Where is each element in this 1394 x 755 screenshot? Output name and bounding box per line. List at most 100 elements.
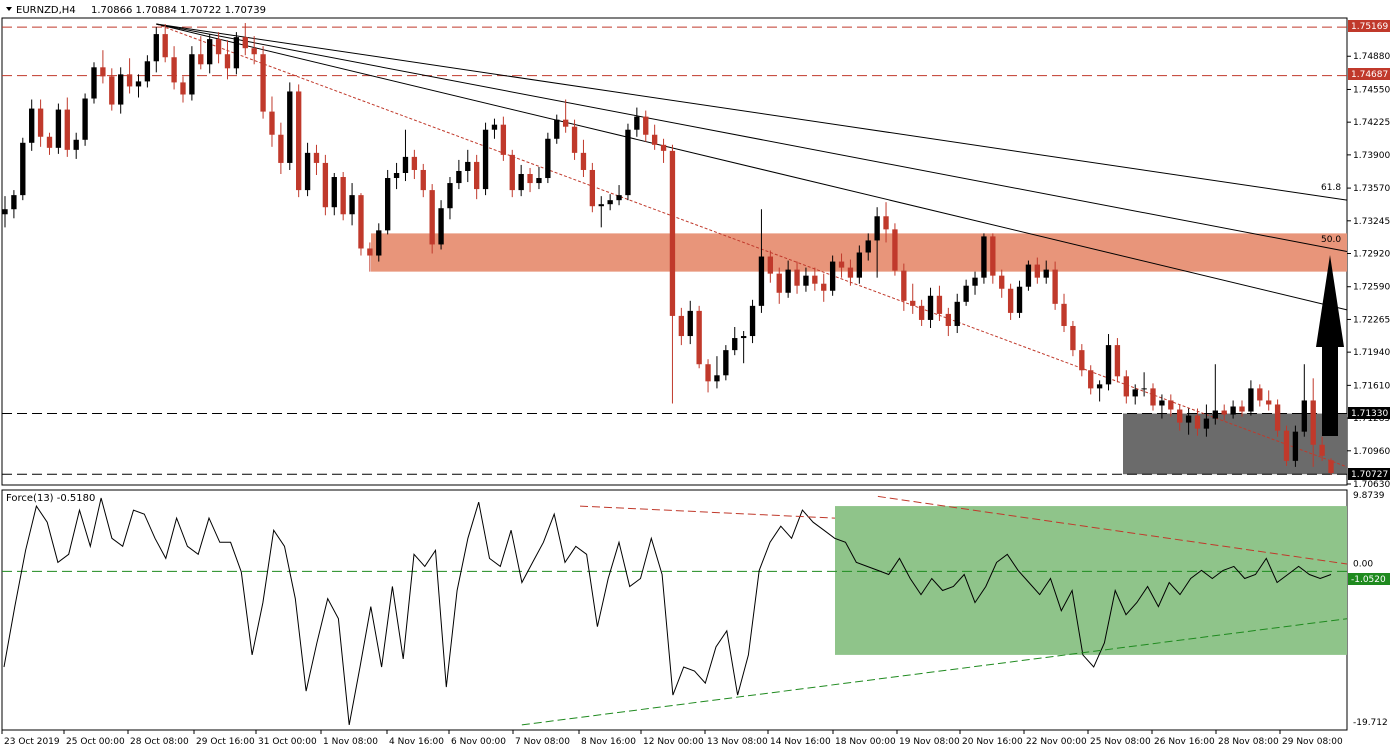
candle-body xyxy=(1230,406,1236,415)
candle-body xyxy=(625,129,631,196)
candle xyxy=(1185,408,1192,435)
red-dotted-downtrend xyxy=(156,23,1348,468)
candle-body xyxy=(634,116,640,130)
candle-body xyxy=(1052,269,1058,304)
fan-line-61.8 xyxy=(156,23,1348,201)
candle xyxy=(1007,283,1014,320)
candle-body xyxy=(376,230,382,256)
candle-body xyxy=(447,183,453,209)
candle-body xyxy=(847,267,854,278)
candle-body xyxy=(580,152,587,170)
candle-body xyxy=(1266,400,1272,405)
candle xyxy=(1043,260,1049,284)
candle xyxy=(171,46,177,90)
price-tag-support-lower: 1.70727 xyxy=(1348,468,1390,480)
candle xyxy=(411,149,418,180)
time-tick-label: 29 Nov 08:00 xyxy=(1282,737,1343,747)
candle xyxy=(972,271,978,295)
candle xyxy=(331,172,337,216)
candle xyxy=(616,185,622,206)
candle-body xyxy=(55,109,62,148)
candle-body xyxy=(153,34,159,62)
candle xyxy=(367,242,373,272)
candle xyxy=(705,359,711,393)
candle-body xyxy=(963,285,969,302)
candle xyxy=(500,116,507,161)
candle xyxy=(749,299,756,344)
candle xyxy=(910,283,916,314)
candle-body xyxy=(1310,400,1316,445)
candle-body xyxy=(429,190,435,245)
candle xyxy=(803,267,809,292)
time-tick-label: 19 Nov 08:00 xyxy=(899,737,960,747)
candle-body xyxy=(82,98,88,140)
candle-body xyxy=(936,295,943,314)
candle xyxy=(589,162,596,213)
candle xyxy=(1088,365,1094,395)
candle xyxy=(420,163,426,198)
candle-body xyxy=(402,156,409,173)
candle-body xyxy=(1114,345,1121,377)
candle-body xyxy=(643,116,649,135)
chevron-down-icon[interactable] xyxy=(6,7,12,11)
support-zone xyxy=(1123,413,1347,475)
force-green-support xyxy=(521,618,1348,726)
candle xyxy=(287,82,293,170)
candle-body xyxy=(687,310,693,337)
candle-body xyxy=(215,39,222,55)
candle-body xyxy=(812,275,818,284)
candle xyxy=(607,194,613,211)
candle-body xyxy=(287,91,293,163)
candle-body xyxy=(438,208,444,245)
force-current-tag: -1.0520 xyxy=(1348,573,1390,585)
candle xyxy=(829,255,836,296)
candle-body xyxy=(118,74,124,105)
force-tick-label: 0.00 xyxy=(1353,559,1373,569)
candle xyxy=(1105,334,1112,391)
candle xyxy=(100,50,106,84)
candle xyxy=(892,223,898,276)
candle xyxy=(1230,400,1236,419)
candle-body xyxy=(865,240,871,253)
time-tick-label: 20 Nov 16:00 xyxy=(962,737,1023,747)
candle xyxy=(723,345,729,381)
candle-body xyxy=(482,129,489,190)
candle xyxy=(776,267,782,304)
candle-body xyxy=(1283,430,1290,461)
candle xyxy=(527,167,533,193)
price-tick-label: 1.74880 xyxy=(1353,52,1390,62)
svg-text:1.74687: 1.74687 xyxy=(1351,70,1388,80)
candle-body xyxy=(37,108,44,137)
candle xyxy=(482,122,489,196)
candle xyxy=(376,223,382,262)
candle xyxy=(1096,380,1103,402)
candle-body xyxy=(527,174,533,184)
candle-body xyxy=(1203,418,1210,429)
candle xyxy=(696,305,702,369)
time-tick-label: 14 Nov 16:00 xyxy=(770,737,831,747)
candle xyxy=(1221,404,1227,421)
candle-body xyxy=(723,350,729,376)
candle-body xyxy=(278,134,284,163)
time-tick-label: 25 Oct 00:00 xyxy=(66,737,125,747)
candle xyxy=(856,245,863,284)
candle-body xyxy=(1292,431,1299,461)
candle xyxy=(1114,338,1121,383)
candle xyxy=(1123,370,1129,404)
time-tick-label: 23 Oct 2019 xyxy=(4,737,60,747)
candle-body xyxy=(536,178,542,184)
candle xyxy=(936,285,943,321)
candle-body xyxy=(313,152,320,163)
candle-body xyxy=(554,119,560,139)
candle xyxy=(740,331,747,364)
candle-body xyxy=(829,261,836,291)
price-tick-label: 1.70630 xyxy=(1353,480,1390,490)
candle xyxy=(767,250,774,283)
candle xyxy=(135,74,142,98)
candle-body xyxy=(714,375,720,382)
candle xyxy=(296,84,302,198)
candle xyxy=(634,107,640,137)
candle xyxy=(999,269,1005,298)
